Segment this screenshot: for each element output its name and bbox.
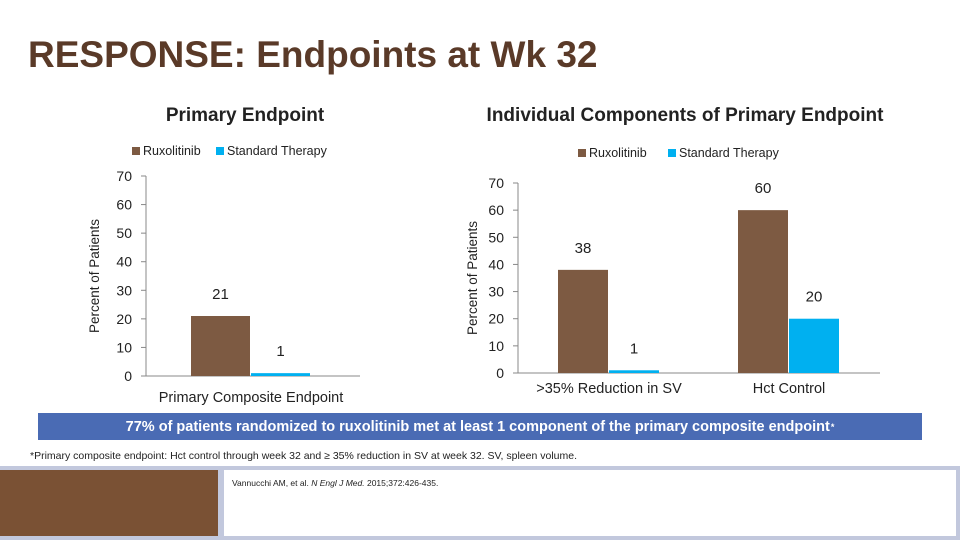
y-tick-label: 10: [116, 339, 132, 355]
summary-banner-text: 77% of patients randomized to ruxolitini…: [125, 418, 830, 435]
bottom-brown-block: [0, 470, 218, 536]
legend-swatch: [132, 147, 140, 155]
bar-standard-therapy: [789, 318, 839, 373]
citation-journal: N Engl J Med.: [311, 478, 365, 488]
y-tick-label: 70: [116, 168, 132, 184]
data-label: 60: [755, 180, 772, 197]
y-tick-label: 20: [116, 311, 132, 327]
citation-details: 2015;372:426-435.: [364, 478, 439, 488]
y-tick-label: 10: [488, 338, 504, 354]
citation-authors: Vannucchi AM, et al.: [232, 478, 312, 488]
chart-title: Individual Components of Primary Endpoin…: [487, 105, 885, 126]
y-tick-label: 0: [124, 368, 132, 384]
legend-label: Standard Therapy: [679, 146, 780, 160]
bar-ruxolitinib: [191, 316, 250, 376]
y-tick-label: 0: [496, 365, 504, 381]
citation: Vannucchi AM, et al. N Engl J Med. 2015;…: [232, 478, 438, 488]
charts-canvas: Primary Endpoint Ruxolitinib Standard Ther…: [87, 105, 884, 406]
bar-standard-therapy: [609, 370, 659, 373]
y-axis-label: Percent of Patients: [465, 221, 480, 335]
data-label: 38: [575, 240, 592, 257]
y-tick-label: 40: [488, 256, 504, 272]
data-label: 1: [276, 343, 284, 360]
bar-ruxolitinib: [558, 269, 608, 373]
y-tick-label: 20: [488, 311, 504, 327]
y-tick-label: 40: [116, 254, 132, 270]
data-label: 20: [806, 289, 823, 306]
y-tick-label: 30: [116, 282, 132, 298]
data-label: 21: [212, 286, 229, 303]
y-axis-label: Percent of Patients: [87, 219, 102, 333]
category-label: Hct Control: [753, 381, 826, 397]
legend-swatch: [216, 147, 224, 155]
legend-swatch: [668, 149, 676, 157]
category-label: >35% Reduction in SV: [536, 381, 682, 397]
banner-footnote-marker: *: [830, 421, 835, 432]
legend-label: Ruxolitinib: [143, 144, 201, 158]
legend-swatch: [578, 149, 586, 157]
data-label: 1: [630, 340, 638, 357]
individual-components-chart: Individual Components of Primary Endpoin…: [465, 105, 884, 397]
legend-label: Standard Therapy: [227, 144, 328, 158]
bar-ruxolitinib: [738, 210, 788, 373]
legend-label: Ruxolitinib: [589, 146, 647, 160]
y-tick-label: 50: [488, 229, 504, 245]
category-label: Primary Composite Endpoint: [159, 390, 344, 406]
footnote: *Primary composite endpoint: Hct control…: [30, 450, 578, 462]
primary-endpoint-chart: Primary Endpoint Ruxolitinib Standard Ther…: [87, 105, 360, 406]
y-tick-label: 60: [116, 197, 132, 213]
citation-box: [224, 470, 956, 536]
y-tick-label: 60: [488, 202, 504, 218]
bar-standard-therapy: [251, 373, 310, 376]
chart-title: Primary Endpoint: [166, 105, 325, 126]
y-tick-label: 70: [488, 175, 504, 191]
summary-banner: 77% of patients randomized to ruxolitini…: [38, 413, 922, 440]
y-tick-label: 30: [488, 284, 504, 300]
y-tick-label: 50: [116, 225, 132, 241]
slide-title: RESPONSE: Endpoints at Wk 32: [28, 34, 598, 75]
